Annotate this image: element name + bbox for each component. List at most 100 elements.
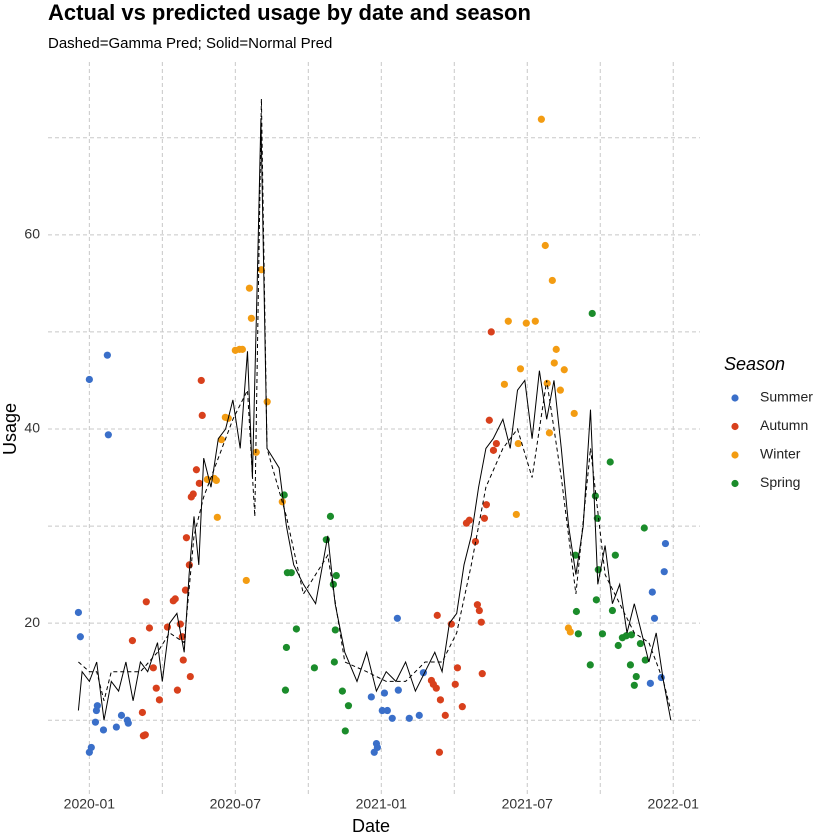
- data-point: [380, 689, 389, 697]
- data-point: [242, 576, 250, 585]
- legend-label: Autumn: [760, 417, 808, 433]
- data-point: [330, 658, 338, 666]
- data-point: [197, 376, 205, 385]
- data-point: [93, 702, 101, 710]
- data-point: [636, 639, 644, 648]
- data-point: [588, 309, 596, 318]
- data-point: [640, 524, 648, 532]
- data-point: [112, 723, 120, 731]
- data-point: [163, 623, 172, 631]
- legend-title: Season: [724, 354, 785, 374]
- data-point: [179, 656, 187, 664]
- data-point: [453, 664, 462, 672]
- data-point: [415, 711, 423, 719]
- data-point: [149, 664, 157, 672]
- data-point: [192, 466, 201, 474]
- data-point: [436, 696, 445, 704]
- prediction-line: [78, 98, 672, 711]
- data-point: [522, 319, 530, 327]
- data-point: [632, 672, 640, 681]
- y-tick-label: 60: [24, 226, 40, 242]
- data-point: [570, 409, 578, 418]
- legend-label: Summer: [760, 389, 813, 405]
- data-point: [91, 718, 100, 726]
- x-tick-label: 2021-01: [356, 796, 408, 812]
- data-point: [611, 551, 619, 559]
- data-point: [556, 386, 564, 394]
- data-point: [117, 711, 126, 719]
- data-point: [247, 314, 255, 322]
- data-point: [257, 266, 265, 274]
- legend-marker: [731, 394, 739, 402]
- data-point: [480, 514, 489, 522]
- data-point: [512, 510, 520, 519]
- data-point: [661, 539, 670, 548]
- data-point: [87, 743, 95, 752]
- data-point: [660, 568, 668, 576]
- x-axis-label: Date: [352, 816, 390, 836]
- y-tick-label: 40: [24, 420, 40, 436]
- data-point: [141, 731, 149, 739]
- data-point: [176, 620, 184, 628]
- data-point: [432, 684, 440, 692]
- data-point: [198, 411, 206, 419]
- data-point: [388, 714, 396, 722]
- data-point: [367, 693, 375, 701]
- data-point: [393, 614, 401, 622]
- data-point: [650, 614, 659, 622]
- data-point: [181, 586, 190, 594]
- data-point: [433, 611, 441, 619]
- data-point: [482, 501, 490, 509]
- data-point: [292, 625, 300, 633]
- data-point: [627, 631, 635, 639]
- prediction-line: [77, 118, 672, 721]
- data-point: [545, 429, 554, 437]
- data-point: [552, 345, 560, 353]
- data-point: [104, 431, 112, 439]
- data-point: [212, 476, 220, 485]
- data-point: [471, 538, 480, 546]
- data-point: [186, 672, 194, 681]
- data-point: [145, 624, 154, 632]
- data-point: [541, 241, 549, 250]
- data-point: [451, 680, 459, 688]
- data-point: [171, 595, 179, 603]
- data-point: [245, 284, 254, 292]
- data-point: [99, 726, 108, 734]
- y-tick-label: 20: [24, 614, 40, 630]
- data-point: [195, 479, 203, 487]
- data-point: [128, 637, 137, 645]
- legend-marker: [731, 451, 739, 459]
- data-point: [550, 359, 558, 367]
- data-point: [173, 686, 182, 694]
- data-point: [263, 398, 271, 406]
- data-point: [586, 661, 594, 669]
- data-point: [492, 439, 500, 448]
- data-point: [626, 661, 635, 669]
- data-point: [489, 446, 498, 454]
- legend-label: Winter: [760, 446, 801, 462]
- data-point: [657, 673, 665, 682]
- chart-title: Actual vs predicted usage by date and se…: [48, 0, 531, 25]
- data-point: [548, 276, 556, 285]
- data-point: [514, 439, 522, 448]
- data-point: [332, 571, 340, 580]
- data-point: [383, 706, 391, 715]
- data-point: [531, 317, 539, 325]
- x-tick-label: 2020-01: [64, 796, 116, 812]
- data-point: [500, 380, 508, 388]
- data-point: [189, 490, 197, 498]
- data-point: [504, 317, 512, 325]
- data-point: [598, 630, 607, 638]
- data-point: [405, 714, 413, 722]
- data-point: [138, 708, 146, 717]
- data-point: [485, 416, 493, 424]
- data-point: [458, 703, 466, 711]
- data-point: [646, 679, 654, 687]
- legend-marker: [731, 479, 739, 488]
- data-point: [465, 516, 473, 524]
- y-axis-label: Usage: [0, 403, 20, 455]
- data-point: [560, 366, 568, 374]
- data-point: [394, 686, 402, 694]
- data-point: [537, 115, 545, 123]
